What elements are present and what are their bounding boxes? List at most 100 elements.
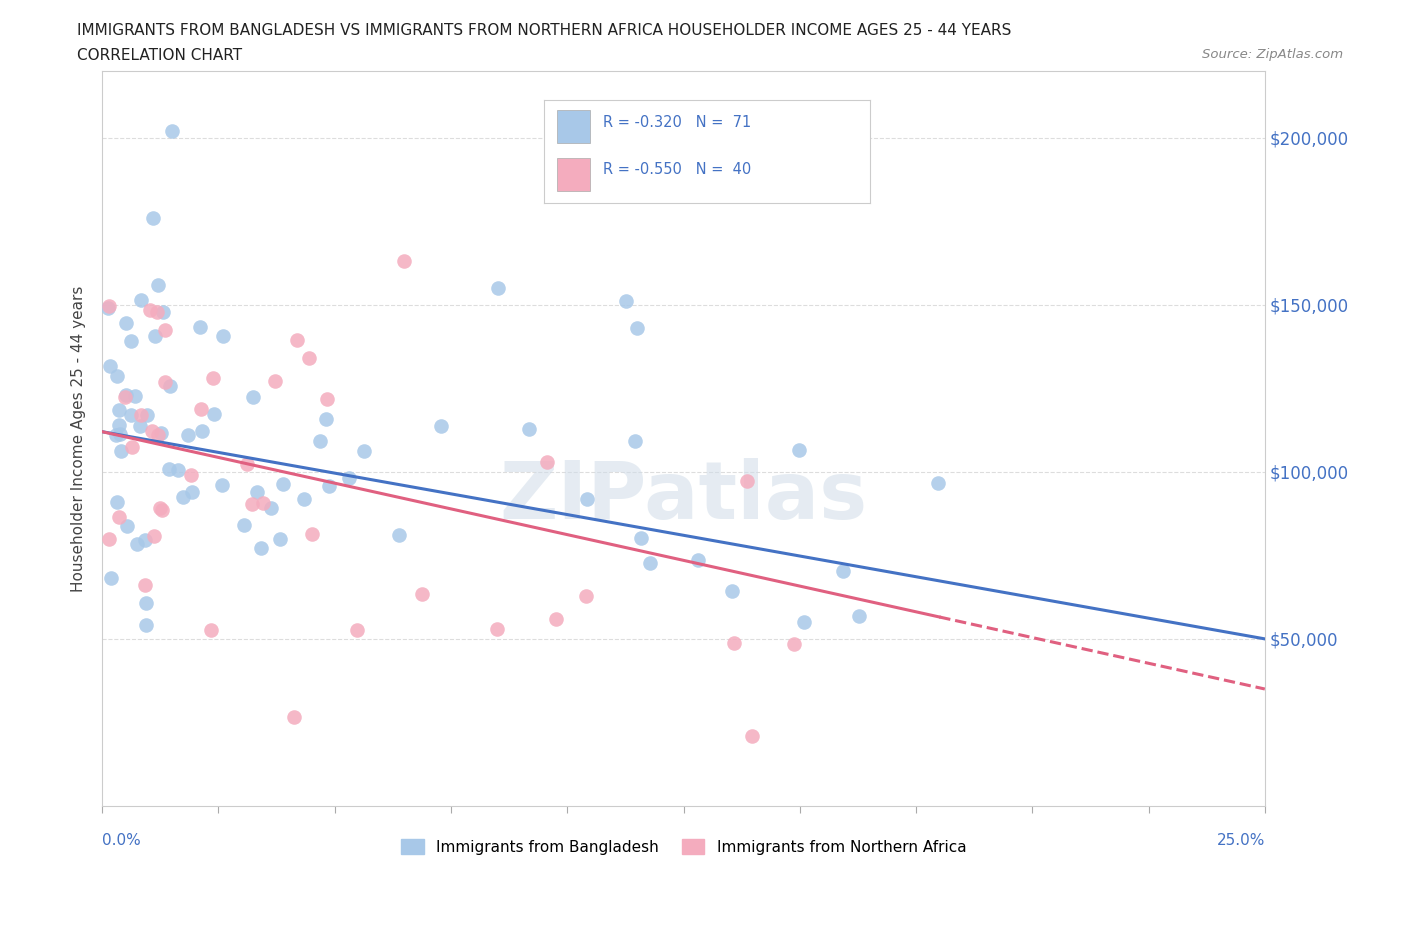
Point	[630, 531, 652, 546]
Point	[129, 292, 152, 307]
Point	[688, 552, 710, 567]
Point	[134, 533, 156, 548]
Point	[429, 418, 451, 433]
Point	[240, 497, 263, 512]
Point	[159, 379, 181, 393]
Point	[232, 518, 254, 533]
Point	[485, 621, 508, 636]
Point	[200, 622, 222, 637]
Point	[146, 305, 169, 320]
Point	[141, 424, 163, 439]
Point	[160, 124, 183, 139]
Point	[848, 608, 870, 623]
Text: ZIPatlas: ZIPatlas	[499, 458, 868, 537]
Point	[121, 439, 143, 454]
Point	[138, 302, 160, 317]
Point	[486, 281, 509, 296]
Point	[263, 374, 285, 389]
Point	[536, 455, 558, 470]
Point	[576, 492, 599, 507]
Point	[242, 390, 264, 405]
Point	[146, 278, 169, 293]
Point	[339, 471, 361, 485]
Point	[98, 299, 121, 313]
Point	[98, 359, 121, 374]
Point	[114, 388, 136, 403]
Point	[104, 428, 127, 443]
Text: 25.0%: 25.0%	[1216, 833, 1265, 848]
Point	[157, 461, 180, 476]
Y-axis label: Householder Income Ages 25 - 44 years: Householder Income Ages 25 - 44 years	[72, 286, 86, 591]
Point	[135, 407, 157, 422]
Point	[394, 254, 416, 269]
Point	[108, 510, 131, 525]
Point	[387, 527, 409, 542]
Point	[107, 403, 129, 418]
Point	[614, 294, 637, 309]
Point	[142, 210, 165, 225]
Point	[211, 477, 233, 492]
Point	[721, 583, 744, 598]
Point	[177, 427, 200, 442]
Point	[202, 370, 225, 385]
Point	[129, 407, 152, 422]
Point	[135, 618, 157, 632]
Point	[143, 328, 166, 343]
Point	[135, 595, 157, 610]
Point	[269, 531, 291, 546]
Point	[285, 332, 308, 347]
Point	[191, 424, 214, 439]
Text: CORRELATION CHART: CORRELATION CHART	[77, 48, 242, 63]
Text: 0.0%: 0.0%	[103, 833, 141, 848]
Point	[297, 351, 319, 365]
Point	[793, 615, 815, 630]
Point	[315, 392, 337, 406]
Point	[735, 474, 758, 489]
Point	[519, 421, 541, 436]
Point	[146, 428, 169, 443]
Point	[202, 406, 225, 421]
Point	[626, 321, 648, 336]
Point	[353, 444, 375, 458]
Point	[180, 468, 202, 483]
Point	[155, 375, 177, 390]
Point	[108, 427, 131, 442]
Text: Source: ZipAtlas.com: Source: ZipAtlas.com	[1202, 48, 1343, 61]
Point	[236, 457, 259, 472]
Point	[346, 622, 368, 637]
Point	[252, 496, 274, 511]
Point	[142, 528, 165, 543]
Point	[575, 589, 598, 604]
Point	[640, 556, 662, 571]
Point	[134, 578, 156, 592]
Point	[624, 433, 647, 448]
Point	[150, 425, 173, 440]
Point	[172, 490, 194, 505]
Point	[120, 333, 142, 348]
Point	[149, 501, 172, 516]
Point	[120, 408, 142, 423]
Point	[283, 710, 305, 724]
Point	[723, 635, 745, 650]
Point	[188, 319, 211, 334]
Point	[260, 500, 283, 515]
Point	[246, 485, 269, 499]
Point	[110, 444, 132, 458]
Point	[273, 476, 295, 491]
Point	[153, 323, 176, 338]
Point	[301, 526, 323, 541]
Point	[152, 304, 174, 319]
Point	[100, 570, 122, 585]
Point	[124, 389, 146, 404]
Point	[107, 417, 129, 432]
Point	[211, 328, 233, 343]
Point	[292, 492, 315, 507]
Point	[180, 485, 202, 499]
Point	[150, 502, 173, 517]
Point	[105, 494, 128, 509]
Point	[97, 300, 120, 315]
Point	[315, 411, 337, 426]
Point	[741, 728, 763, 743]
Point	[927, 475, 949, 490]
Point	[831, 564, 853, 578]
